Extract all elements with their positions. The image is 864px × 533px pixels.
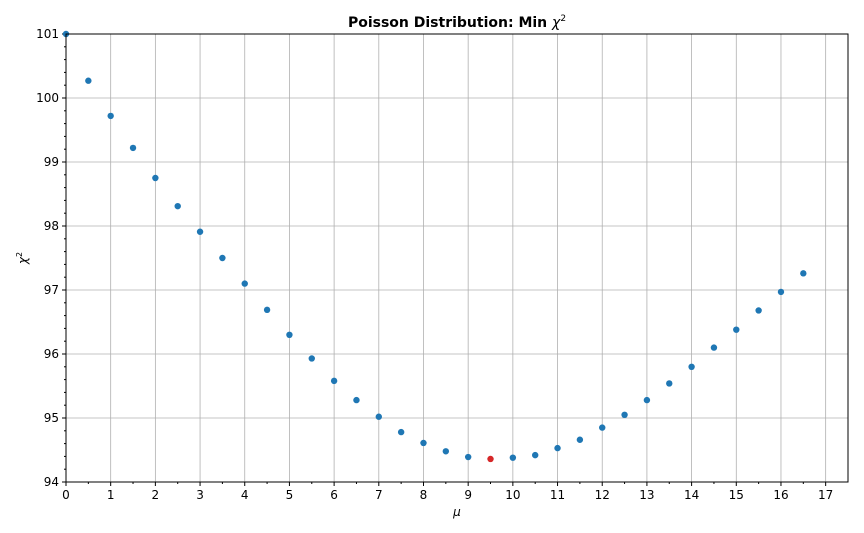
data-point — [576, 436, 584, 443]
data-point — [464, 453, 472, 461]
x-tick-label: 6 — [330, 488, 338, 502]
y-axis-label: χ2 — [15, 252, 30, 265]
data-point — [107, 112, 114, 120]
data-point — [397, 428, 405, 436]
x-tick-label: 5 — [286, 488, 294, 502]
x-tick-label: 2 — [152, 488, 160, 502]
data-point — [85, 77, 92, 84]
x-axis-label: μ — [452, 505, 461, 519]
data-point — [800, 270, 807, 277]
x-tick-label: 17 — [818, 488, 833, 502]
x-tick-label: 10 — [505, 488, 520, 502]
data-point — [129, 144, 137, 152]
min-chi2-point — [487, 455, 494, 463]
x-tick-label: 4 — [241, 488, 249, 502]
data-point — [152, 174, 159, 182]
x-tick-label: 13 — [639, 488, 654, 502]
grid-lines — [65, 33, 848, 483]
data-points — [62, 30, 807, 463]
data-point — [442, 448, 450, 455]
chart-title: Poisson Distribution: Min χ2 — [348, 14, 566, 31]
data-point — [375, 413, 382, 420]
x-tick-label: 3 — [196, 488, 204, 502]
x-tick-label: 16 — [773, 488, 788, 502]
data-point — [219, 254, 226, 262]
y-tick-label: 101 — [36, 27, 59, 41]
data-point — [308, 355, 315, 362]
data-point — [532, 451, 539, 459]
data-point — [733, 326, 740, 333]
data-point — [353, 396, 360, 404]
data-point — [241, 280, 248, 287]
data-point — [710, 344, 718, 351]
plot-frame — [65, 33, 849, 483]
x-tick-label: 12 — [595, 488, 610, 502]
data-point — [755, 307, 762, 314]
y-tick-label: 98 — [44, 219, 59, 233]
y-tick-label: 100 — [36, 91, 59, 105]
data-point — [666, 380, 673, 387]
data-point — [643, 396, 651, 404]
y-tick-label: 95 — [44, 411, 59, 425]
data-point — [621, 411, 628, 418]
data-point — [777, 288, 785, 296]
x-tick-label: 14 — [684, 488, 699, 502]
data-point — [286, 331, 293, 338]
axis-ticks: 0 1 2 3 4 5 6 7 8 9 10 11 12 13 14 15 16 1794959697989910… — [36, 27, 833, 502]
x-tick-label: 0 — [62, 488, 70, 502]
y-tick-label: 97 — [44, 283, 59, 297]
y-tick-label: 94 — [44, 475, 59, 489]
data-point — [599, 424, 606, 431]
data-point — [174, 202, 181, 210]
x-tick-label: 1 — [107, 488, 115, 502]
data-point — [509, 454, 517, 461]
data-point — [196, 228, 204, 235]
y-tick-label: 99 — [44, 155, 59, 169]
y-tick-label: 96 — [44, 347, 59, 361]
x-tick-label: 7 — [375, 488, 383, 502]
data-point — [554, 444, 561, 452]
data-point — [420, 439, 427, 447]
x-tick-label: 11 — [550, 488, 565, 502]
x-tick-label: 8 — [420, 488, 428, 502]
data-point — [330, 377, 338, 385]
data-point — [688, 363, 695, 370]
data-point — [263, 306, 271, 314]
x-tick-label: 15 — [729, 488, 744, 502]
x-tick-label: 9 — [464, 488, 472, 502]
